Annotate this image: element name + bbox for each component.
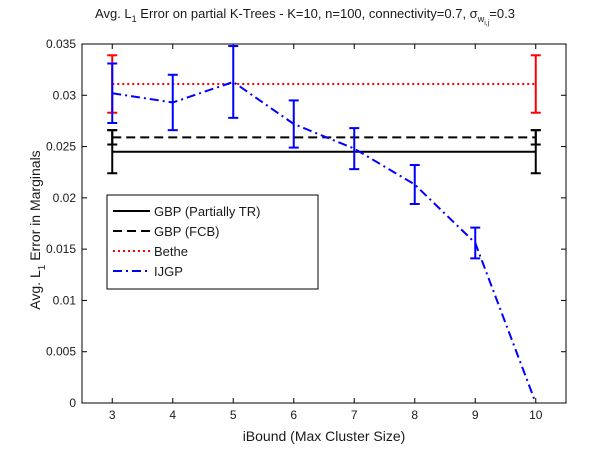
y-tick-label: 0.01 bbox=[53, 293, 77, 307]
y-tick-label: 0 bbox=[69, 396, 76, 410]
y-tick-label: 0.005 bbox=[46, 345, 76, 359]
y-tick-label: 0.035 bbox=[46, 37, 76, 51]
legend-label: Bethe bbox=[154, 244, 188, 259]
y-tick-label: 0.025 bbox=[46, 140, 76, 154]
x-tick-label: 3 bbox=[109, 408, 116, 422]
y-tick-label: 0.015 bbox=[46, 242, 76, 256]
series-layer bbox=[107, 45, 541, 404]
chart-title: Avg. L1 Error on partial K-Trees - K=10,… bbox=[95, 6, 515, 27]
x-tick-label: 7 bbox=[351, 408, 358, 422]
x-tick-label: 5 bbox=[230, 408, 237, 422]
x-axis-label: iBound (Max Cluster Size) bbox=[243, 428, 406, 444]
y-tick-label: 0.02 bbox=[53, 191, 77, 205]
legend-label: GBP (FCB) bbox=[154, 224, 220, 239]
legend: GBP (Partially TR) GBP (FCB) Bethe IJGP bbox=[106, 194, 319, 290]
x-tick-label: 8 bbox=[411, 408, 418, 422]
axis-ticks: 3 4 5 6 7 8 9 10 0 0.005 0.01 0.015 0.02 0.025 0.03 0.0… bbox=[46, 37, 566, 422]
series-3 bbox=[107, 45, 537, 404]
y-axis-label: Avg. L1 Error in Marginals bbox=[27, 150, 48, 309]
legend-label: IJGP bbox=[154, 264, 183, 279]
x-tick-label: 6 bbox=[290, 408, 297, 422]
series-line bbox=[112, 80, 537, 404]
x-tick-label: 10 bbox=[529, 408, 543, 422]
x-tick-label: 4 bbox=[169, 408, 176, 422]
x-tick-label: 9 bbox=[472, 408, 479, 422]
plot-frame bbox=[81, 43, 567, 404]
legend-label: GBP (Partially TR) bbox=[154, 204, 260, 219]
y-tick-label: 0.03 bbox=[53, 88, 77, 102]
